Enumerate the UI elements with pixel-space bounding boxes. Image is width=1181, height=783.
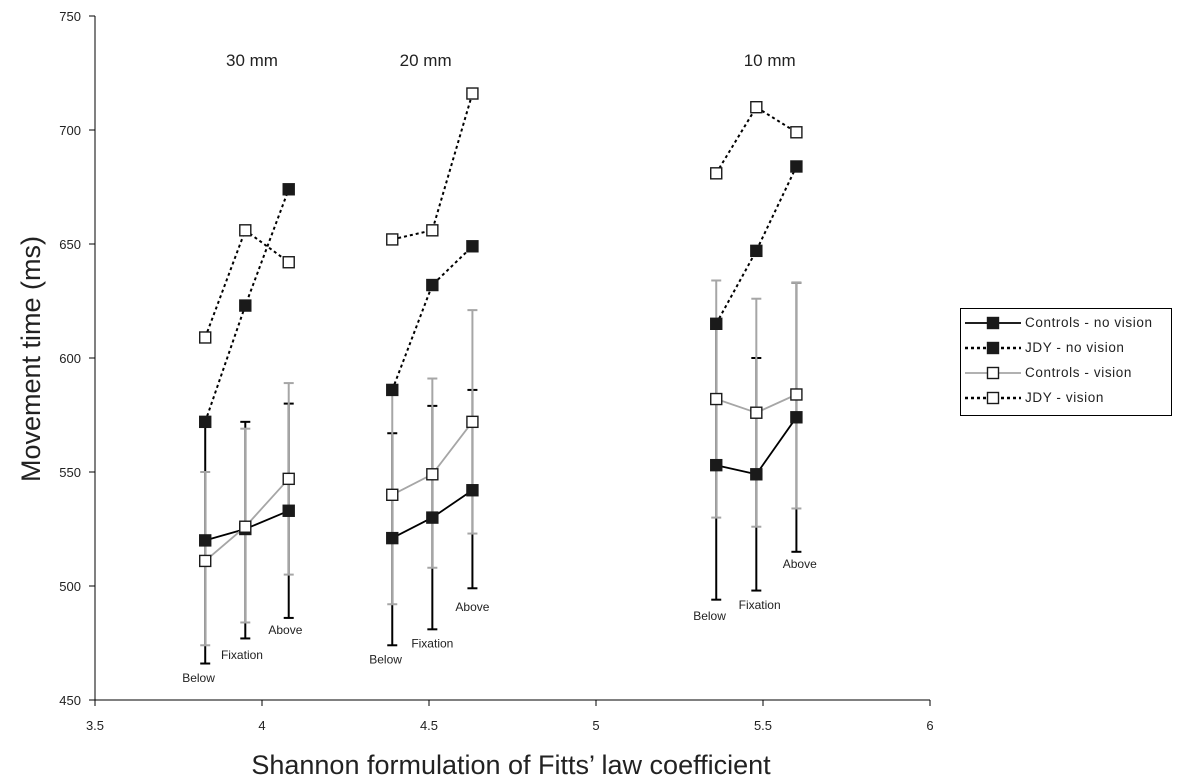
data-point-jdy-no-vision (282, 183, 295, 196)
condition-label: Below (369, 653, 402, 667)
data-point-controls-no-vision (386, 531, 399, 545)
data-point-jdy-no-vision (466, 240, 479, 253)
data-point-controls-vision (710, 392, 723, 406)
legend-swatch-marker (986, 341, 1000, 355)
data-point-controls-vision (239, 520, 252, 533)
data-point-controls-vision (386, 488, 399, 501)
legend-label: JDY - vision (1025, 390, 1104, 405)
condition-label: Below (693, 609, 726, 623)
x-tick-label: 6 (926, 718, 933, 733)
data-point-controls-no-vision (750, 468, 763, 481)
x-axis-title: Shannon formulation of Fitts’ law coeffi… (251, 750, 771, 780)
y-tick-label: 600 (59, 351, 81, 366)
condition-label: Fixation (221, 648, 263, 662)
legend-item-controls-no-vision: Controls - no vision (961, 313, 1171, 333)
data-point-controls-vision (199, 554, 212, 568)
data-point-controls-vision (790, 388, 803, 401)
condition-label: Above (268, 623, 302, 637)
legend-swatch-marker (986, 391, 1000, 405)
legend-label: Controls - no vision (1025, 315, 1153, 330)
data-point-jdy-vision (710, 167, 723, 180)
condition-label: Fixation (739, 598, 781, 612)
data-point-controls-no-vision (466, 484, 479, 497)
legend-swatch (965, 316, 1021, 330)
data-point-jdy-no-vision (790, 160, 803, 173)
condition-label: Above (783, 557, 817, 571)
series-markers (199, 87, 803, 568)
series-line-jdy-vision (204, 228, 290, 338)
data-point-jdy-vision (426, 224, 439, 237)
series-line-controls-vision (204, 478, 290, 562)
group-label: 20 mm (400, 51, 452, 70)
data-point-controls-no-vision (790, 411, 803, 424)
legend-swatch (965, 341, 1021, 355)
group-label: 10 mm (744, 51, 796, 70)
legend-swatch-marker (986, 316, 1000, 330)
data-point-controls-no-vision (282, 504, 295, 517)
x-tick-label: 4 (258, 718, 265, 733)
data-point-jdy-no-vision (199, 415, 212, 429)
series-line-jdy-vision (392, 93, 474, 241)
y-axis-title: Movement time (ms) (16, 236, 46, 482)
group-label: 30 mm (226, 51, 278, 70)
data-point-controls-no-vision (710, 458, 723, 472)
legend: Controls - no vision JDY - no vision Contr… (960, 308, 1172, 416)
data-point-controls-no-vision (199, 534, 212, 547)
y-tick-label: 650 (59, 237, 81, 252)
data-point-jdy-vision (386, 233, 399, 246)
y-tick-label: 450 (59, 693, 81, 708)
legend-item-jdy-vision: JDY - vision (961, 388, 1171, 408)
data-point-jdy-vision (750, 100, 763, 114)
legend-item-jdy-no-vision: JDY - no vision (961, 338, 1171, 358)
series-line-jdy-no-vision (715, 166, 798, 325)
data-point-controls-vision (282, 472, 295, 486)
legend-swatch-marker (986, 366, 1000, 380)
data-point-jdy-vision (282, 256, 295, 269)
x-tick-label: 5 (592, 718, 599, 733)
data-point-controls-vision (426, 468, 439, 481)
legend-swatch (965, 366, 1021, 380)
x-tick-label: 3.5 (86, 718, 104, 733)
data-point-jdy-no-vision (239, 299, 252, 312)
data-point-controls-vision (750, 406, 763, 419)
data-point-jdy-vision (466, 87, 479, 100)
data-point-jdy-vision (239, 224, 252, 237)
legend-label: JDY - no vision (1025, 340, 1125, 355)
data-point-jdy-vision (790, 126, 803, 139)
data-point-jdy-no-vision (710, 317, 723, 330)
data-point-controls-no-vision (426, 511, 439, 524)
data-point-jdy-no-vision (750, 244, 763, 258)
series-line-jdy-vision (715, 105, 797, 174)
y-tick-label: 750 (59, 9, 81, 24)
axes: 3.5 4 4.5 5 5.5 6 450 500 550 600 650 700 750 (59, 9, 933, 733)
y-tick-label: 500 (59, 579, 81, 594)
data-point-jdy-vision (199, 331, 212, 344)
condition-label: Fixation (411, 637, 453, 651)
data-point-controls-vision (466, 415, 479, 429)
y-tick-label: 550 (59, 465, 81, 480)
data-point-jdy-no-vision (386, 383, 399, 397)
legend-swatch (965, 391, 1021, 405)
legend-label: Controls - vision (1025, 365, 1132, 380)
x-tick-label: 4.5 (420, 718, 438, 733)
legend-item-controls-vision: Controls - vision (961, 363, 1171, 383)
y-tick-label: 700 (59, 123, 81, 138)
series-line-jdy-no-vision (391, 245, 474, 391)
condition-label: Above (455, 600, 489, 614)
x-tick-label: 5.5 (754, 718, 772, 733)
series-lines (204, 93, 798, 562)
error-bars (200, 279, 802, 665)
annotations: 30 mm 20 mm 10 mm Below Fixation Above Below Fi… (182, 51, 817, 685)
data-point-jdy-no-vision (426, 278, 439, 292)
condition-label: Below (182, 671, 215, 685)
